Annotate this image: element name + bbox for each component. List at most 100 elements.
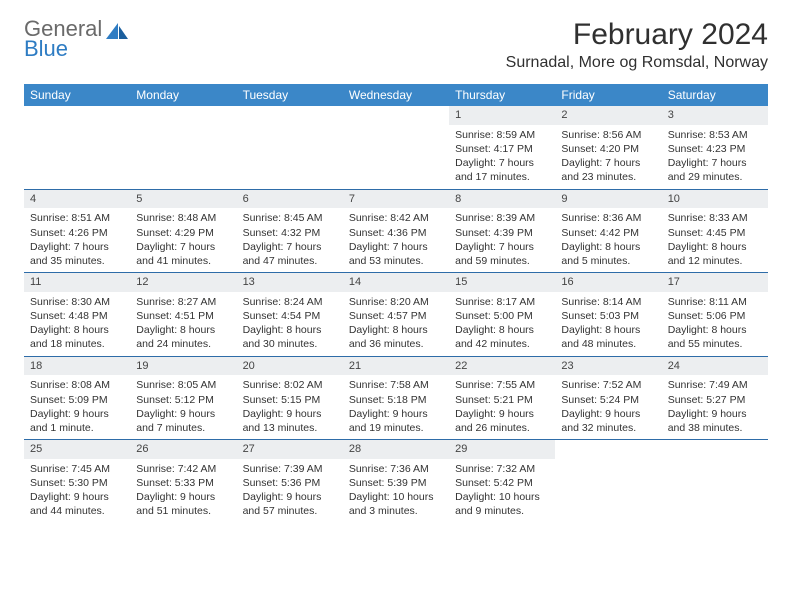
daylight-line: Daylight: 7 hours and 41 minutes. (136, 240, 230, 268)
day-details: Sunrise: 8:56 AMSunset: 4:20 PMDaylight:… (555, 125, 661, 189)
day-number: 10 (662, 190, 768, 209)
day-number: 6 (237, 190, 343, 209)
day-cell: 2Sunrise: 8:56 AMSunset: 4:20 PMDaylight… (555, 106, 661, 189)
day-number: 16 (555, 273, 661, 292)
sunrise-line: Sunrise: 8:56 AM (561, 128, 655, 142)
day-cell: 22Sunrise: 7:55 AMSunset: 5:21 PMDayligh… (449, 357, 555, 440)
day-cell: 5Sunrise: 8:48 AMSunset: 4:29 PMDaylight… (130, 190, 236, 273)
daylight-line: Daylight: 9 hours and 57 minutes. (243, 490, 337, 518)
sunrise-line: Sunrise: 7:58 AM (349, 378, 443, 392)
daylight-line: Daylight: 8 hours and 18 minutes. (30, 323, 124, 351)
sunset-line: Sunset: 5:06 PM (668, 309, 762, 323)
daylight-line: Daylight: 7 hours and 47 minutes. (243, 240, 337, 268)
day-cell: 11Sunrise: 8:30 AMSunset: 4:48 PMDayligh… (24, 273, 130, 356)
day-number: 2 (555, 106, 661, 125)
sunset-line: Sunset: 4:17 PM (455, 142, 549, 156)
day-cell: 20Sunrise: 8:02 AMSunset: 5:15 PMDayligh… (237, 357, 343, 440)
day-cell: 7Sunrise: 8:42 AMSunset: 4:36 PMDaylight… (343, 190, 449, 273)
day-number: 8 (449, 190, 555, 209)
day-details: Sunrise: 8:11 AMSunset: 5:06 PMDaylight:… (662, 292, 768, 356)
week-row: 4Sunrise: 8:51 AMSunset: 4:26 PMDaylight… (24, 190, 768, 274)
day-details: Sunrise: 7:55 AMSunset: 5:21 PMDaylight:… (449, 375, 555, 439)
day-number: 9 (555, 190, 661, 209)
sunset-line: Sunset: 4:29 PM (136, 226, 230, 240)
weekday-header: Saturday (662, 84, 768, 106)
day-number: 7 (343, 190, 449, 209)
sunset-line: Sunset: 5:24 PM (561, 393, 655, 407)
sunrise-line: Sunrise: 7:55 AM (455, 378, 549, 392)
day-details: Sunrise: 7:39 AMSunset: 5:36 PMDaylight:… (237, 459, 343, 523)
day-cell: 14Sunrise: 8:20 AMSunset: 4:57 PMDayligh… (343, 273, 449, 356)
day-number: 27 (237, 440, 343, 459)
day-cell: 23Sunrise: 7:52 AMSunset: 5:24 PMDayligh… (555, 357, 661, 440)
weekday-header: Friday (555, 84, 661, 106)
day-number: 15 (449, 273, 555, 292)
day-number: 29 (449, 440, 555, 459)
daylight-line: Daylight: 10 hours and 9 minutes. (455, 490, 549, 518)
sunrise-line: Sunrise: 8:33 AM (668, 211, 762, 225)
day-number: 28 (343, 440, 449, 459)
sunset-line: Sunset: 5:21 PM (455, 393, 549, 407)
empty-cell (130, 106, 236, 189)
day-number: 13 (237, 273, 343, 292)
day-details: Sunrise: 7:42 AMSunset: 5:33 PMDaylight:… (130, 459, 236, 523)
day-details: Sunrise: 8:02 AMSunset: 5:15 PMDaylight:… (237, 375, 343, 439)
sunrise-line: Sunrise: 8:05 AM (136, 378, 230, 392)
daylight-line: Daylight: 9 hours and 13 minutes. (243, 407, 337, 435)
day-cell: 25Sunrise: 7:45 AMSunset: 5:30 PMDayligh… (24, 440, 130, 523)
day-cell: 4Sunrise: 8:51 AMSunset: 4:26 PMDaylight… (24, 190, 130, 273)
sunset-line: Sunset: 4:48 PM (30, 309, 124, 323)
day-number: 12 (130, 273, 236, 292)
day-cell: 8Sunrise: 8:39 AMSunset: 4:39 PMDaylight… (449, 190, 555, 273)
sunrise-line: Sunrise: 8:36 AM (561, 211, 655, 225)
day-details: Sunrise: 8:08 AMSunset: 5:09 PMDaylight:… (24, 375, 130, 439)
sunset-line: Sunset: 5:12 PM (136, 393, 230, 407)
day-number: 3 (662, 106, 768, 125)
week-row: 1Sunrise: 8:59 AMSunset: 4:17 PMDaylight… (24, 106, 768, 190)
weekday-header: Sunday (24, 84, 130, 106)
day-details: Sunrise: 8:53 AMSunset: 4:23 PMDaylight:… (662, 125, 768, 189)
sunrise-line: Sunrise: 8:45 AM (243, 211, 337, 225)
daylight-line: Daylight: 9 hours and 44 minutes. (30, 490, 124, 518)
day-details: Sunrise: 8:59 AMSunset: 4:17 PMDaylight:… (449, 125, 555, 189)
empty-cell (555, 440, 661, 523)
sunrise-line: Sunrise: 7:49 AM (668, 378, 762, 392)
sunset-line: Sunset: 5:36 PM (243, 476, 337, 490)
month-title: February 2024 (506, 18, 768, 52)
day-cell: 3Sunrise: 8:53 AMSunset: 4:23 PMDaylight… (662, 106, 768, 189)
daylight-line: Daylight: 8 hours and 42 minutes. (455, 323, 549, 351)
day-cell: 13 Sunrise: 8:24 AMSunset: 4:54 PMDayligh… (237, 273, 343, 356)
sunset-line: Sunset: 5:03 PM (561, 309, 655, 323)
daylight-line: Daylight: 8 hours and 30 minutes. (243, 323, 337, 351)
sail-icon (104, 21, 130, 48)
sunset-line: Sunset: 4:57 PM (349, 309, 443, 323)
sunset-line: Sunset: 5:42 PM (455, 476, 549, 490)
day-number: 4 (24, 190, 130, 209)
day-details: Sunrise: 8:27 AMSunset: 4:51 PMDaylight:… (130, 292, 236, 356)
day-details: Sunrise: 7:58 AMSunset: 5:18 PMDaylight:… (343, 375, 449, 439)
daylight-line: Daylight: 9 hours and 38 minutes. (668, 407, 762, 435)
sunrise-line: Sunrise: 8:11 AM (668, 295, 762, 309)
day-number: 19 (130, 357, 236, 376)
day-number: 26 (130, 440, 236, 459)
location-text: Surnadal, More og Romsdal, Norway (506, 54, 768, 72)
day-number: 23 (555, 357, 661, 376)
daylight-line: Daylight: 7 hours and 59 minutes. (455, 240, 549, 268)
daylight-line: Daylight: 9 hours and 1 minute. (30, 407, 124, 435)
sunrise-line: Sunrise: 8:24 AM (243, 295, 337, 309)
daylight-line: Daylight: 8 hours and 5 minutes. (561, 240, 655, 268)
sunset-line: Sunset: 5:18 PM (349, 393, 443, 407)
weekday-header: Tuesday (237, 84, 343, 106)
sunrise-line: Sunrise: 7:39 AM (243, 462, 337, 476)
sunset-line: Sunset: 4:39 PM (455, 226, 549, 240)
sunrise-line: Sunrise: 8:53 AM (668, 128, 762, 142)
day-details: Sunrise: 8:05 AMSunset: 5:12 PMDaylight:… (130, 375, 236, 439)
sunrise-line: Sunrise: 8:30 AM (30, 295, 124, 309)
day-details: Sunrise: 8:48 AMSunset: 4:29 PMDaylight:… (130, 208, 236, 272)
sunset-line: Sunset: 4:54 PM (243, 309, 337, 323)
day-number: 17 (662, 273, 768, 292)
sunrise-line: Sunrise: 8:20 AM (349, 295, 443, 309)
day-cell: 16Sunrise: 8:14 AMSunset: 5:03 PMDayligh… (555, 273, 661, 356)
sunrise-line: Sunrise: 8:48 AM (136, 211, 230, 225)
day-number: 14 (343, 273, 449, 292)
